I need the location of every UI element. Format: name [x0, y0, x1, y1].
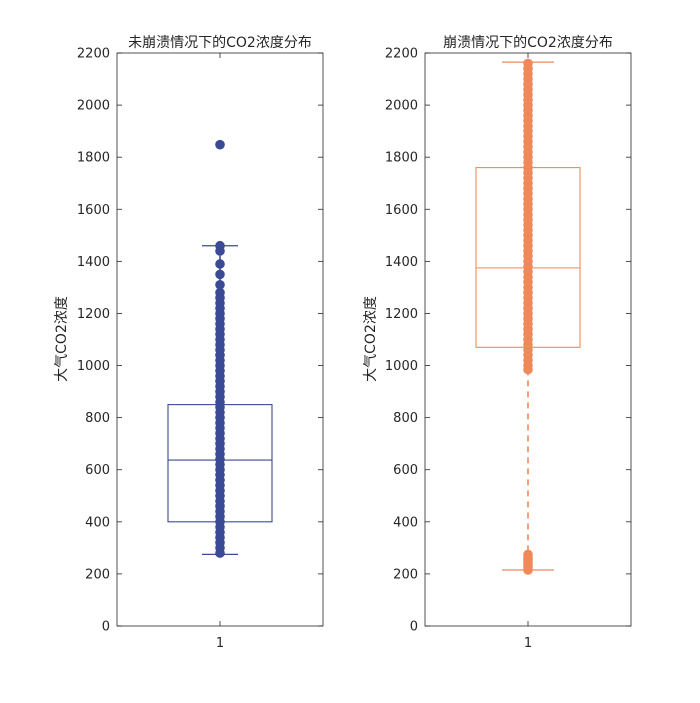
y-tick-label: 1400 [385, 255, 418, 270]
y-tick-label: 600 [85, 463, 110, 478]
outlier-point [215, 280, 225, 290]
y-tick-label: 1200 [385, 307, 418, 322]
y-tick-label: 1000 [385, 359, 418, 374]
y-tick-label: 2000 [77, 99, 110, 114]
chart-title: 未崩溃情况下的CO2浓度分布 [128, 35, 312, 51]
y-tick-label: 0 [102, 620, 110, 635]
y-tick-label: 1600 [385, 203, 418, 218]
outlier-point [215, 240, 225, 251]
y-tick-label: 1200 [77, 307, 110, 322]
y-tick-label: 1400 [77, 255, 110, 270]
y-tick-label: 0 [410, 620, 418, 635]
y-tick-label: 400 [393, 515, 418, 530]
chart-title: 崩溃情况下的CO2浓度分布 [443, 35, 613, 51]
y-tick-label: 800 [393, 411, 418, 426]
x-tick-label: 1 [216, 636, 224, 651]
y-tick-label: 200 [85, 567, 110, 582]
y-tick-label: 800 [85, 411, 110, 426]
outlier-point [215, 139, 225, 150]
outlier-point [215, 259, 225, 269]
y-tick-label: 2200 [385, 47, 418, 62]
y-tick-label: 600 [393, 463, 418, 478]
y-tick-label: 1800 [385, 151, 418, 166]
y-tick-label: 1000 [77, 359, 110, 374]
y-tick-label: 1800 [77, 151, 110, 166]
y-tick-label: 2200 [77, 47, 110, 62]
outlier-point [523, 549, 533, 560]
outlier-point [523, 58, 533, 69]
outlier-point [215, 287, 225, 298]
y-tick-label: 1600 [77, 203, 110, 218]
y-axis-label: 大气CO2浓度 [54, 296, 70, 382]
outlier-point [215, 269, 225, 280]
boxplot-panel-no-crash: 未崩溃情况下的CO2浓度分布 大气CO2浓度 0 200 400 600 800 1000… [54, 35, 324, 651]
y-tick-label: 200 [393, 567, 418, 582]
boxplot-panel-crash: 崩溃情况下的CO2浓度分布 大气CO2浓度 0 200 400 600 800 1000 1… [363, 35, 632, 651]
y-axis-label: 大气CO2浓度 [363, 296, 379, 382]
y-tick-label: 2000 [385, 99, 418, 114]
y-tick-label: 400 [85, 515, 110, 530]
x-tick-label: 1 [524, 636, 532, 651]
